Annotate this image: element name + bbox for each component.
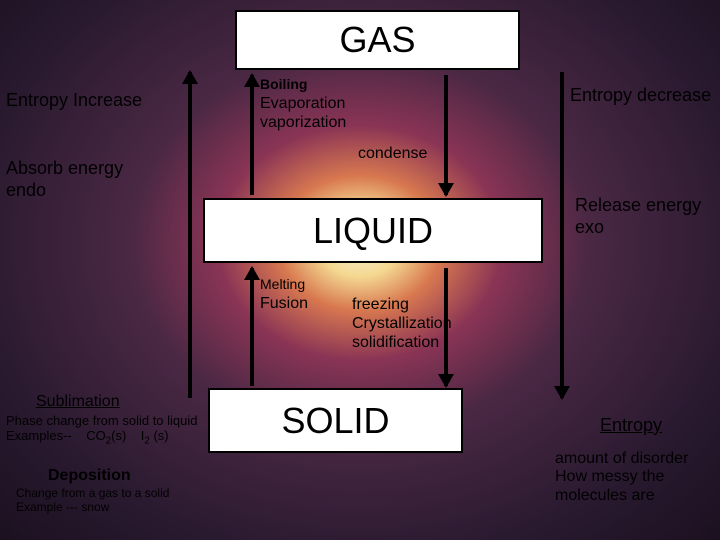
deposition-body: Change from a gas to a solid Example ---… — [16, 487, 169, 515]
entropy-l1: amount of disorder — [555, 450, 688, 467]
sublimation-heading: Sublimation — [36, 393, 120, 411]
state-gas: GAS — [235, 10, 520, 70]
label-release-energy: Release energy exo — [575, 195, 701, 238]
entropy-heading: Entropy — [600, 415, 662, 436]
label-absorb-energy: Absorb energy endo — [6, 158, 123, 201]
boiling: Boiling — [260, 76, 307, 92]
deposition-heading: Deposition — [48, 467, 131, 485]
arrow-gas-to-liquid — [444, 75, 448, 195]
label-entropy-increase: Entropy Increase — [6, 90, 142, 111]
sublim-co2-a: CO — [86, 428, 106, 443]
absorb-l1: Absorb energy — [6, 158, 123, 178]
label-condense: condense — [358, 145, 427, 163]
label-liquid-to-solid-processes: freezing Crystallization solidification — [352, 295, 452, 353]
sublim-l1: Phase change from solid to liquid — [6, 413, 198, 428]
state-liquid: LIQUID — [203, 198, 543, 263]
sublim-co2-c: (s) — [111, 428, 126, 443]
absorb-l2: endo — [6, 180, 46, 200]
state-solid: SOLID — [208, 388, 463, 453]
label-solid-to-liquid-processes: Melting Fusion — [260, 275, 308, 313]
arrow-gas-to-solid — [560, 72, 564, 398]
evaporation: Evaporation — [260, 95, 345, 112]
arrow-liquid-to-gas — [250, 75, 254, 195]
solidification: solidification — [352, 334, 439, 351]
depos-l1: Change from a gas to a solid — [16, 486, 169, 500]
arrow-solid-to-gas — [188, 72, 192, 398]
arrow-solid-to-liquid — [250, 268, 254, 386]
depos-l2: Example --- snow — [16, 500, 109, 514]
vaporization: vaporization — [260, 114, 346, 131]
release-l2: exo — [575, 217, 604, 237]
entropy-l2: How messy the — [555, 468, 664, 485]
label-entropy-decrease: Entropy decrease — [570, 85, 711, 106]
melting: Melting — [260, 276, 305, 292]
sublimation-body: Phase change from solid to liquid Exampl… — [6, 414, 198, 447]
entropy-l3: molecules are — [555, 487, 655, 504]
sublim-l2-pre: Examples-- — [6, 428, 72, 443]
sublim-i2-c: (s) — [150, 428, 169, 443]
entropy-body: amount of disorder How messy the molecul… — [555, 450, 688, 505]
release-l1: Release energy — [575, 195, 701, 215]
freezing: freezing — [352, 296, 409, 313]
fusion: Fusion — [260, 295, 308, 312]
label-liquid-to-gas-processes: Boiling Evaporation vaporization — [260, 75, 346, 133]
crystallization: Crystallization — [352, 315, 452, 332]
